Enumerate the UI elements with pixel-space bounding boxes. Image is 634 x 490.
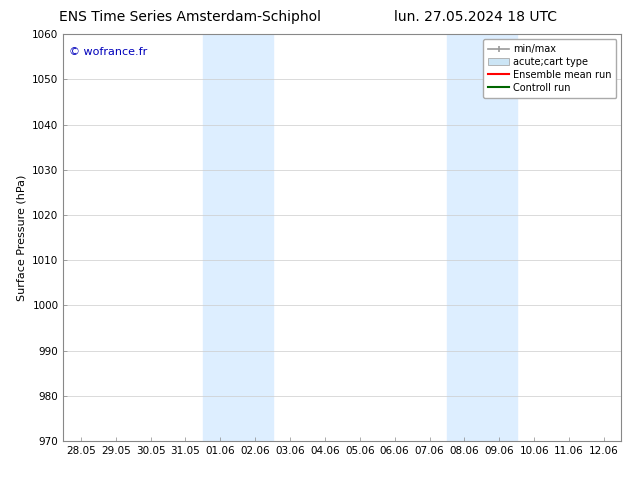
Text: ENS Time Series Amsterdam-Schiphol: ENS Time Series Amsterdam-Schiphol <box>59 10 321 24</box>
Bar <box>203 34 273 441</box>
Text: © wofrance.fr: © wofrance.fr <box>69 47 147 56</box>
Bar <box>447 34 517 441</box>
Legend: min/max, acute;cart type, Ensemble mean run, Controll run: min/max, acute;cart type, Ensemble mean … <box>483 39 616 98</box>
Text: lun. 27.05.2024 18 UTC: lun. 27.05.2024 18 UTC <box>394 10 557 24</box>
Y-axis label: Surface Pressure (hPa): Surface Pressure (hPa) <box>16 174 27 301</box>
